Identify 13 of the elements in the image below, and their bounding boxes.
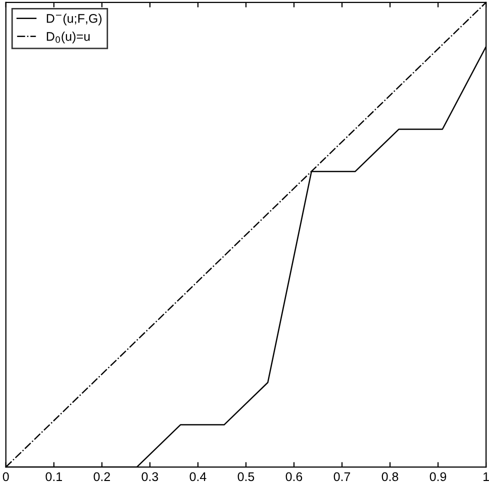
x-tick-label: 0.3	[142, 472, 158, 482]
x-tick-label: 1	[484, 472, 489, 481]
x-tick-label: 0.4	[190, 472, 206, 482]
x-tick-label: 0.8	[382, 472, 398, 482]
legend-label: D$^{−}$(u;F,G)	[46, 14, 102, 26]
x-tick-label: 0.9	[430, 472, 446, 482]
x-tick-label: 0.2	[94, 472, 110, 482]
x-tick-label: 0.7	[334, 472, 350, 482]
x-tick-label: 0.1	[46, 472, 62, 482]
x-tick-label: 0	[2, 472, 9, 482]
x-tick-label: 0.5	[238, 472, 254, 482]
legend-label: D$_{0}$(u)=u	[46, 32, 90, 44]
x-tick-label: 0.6	[286, 472, 302, 482]
